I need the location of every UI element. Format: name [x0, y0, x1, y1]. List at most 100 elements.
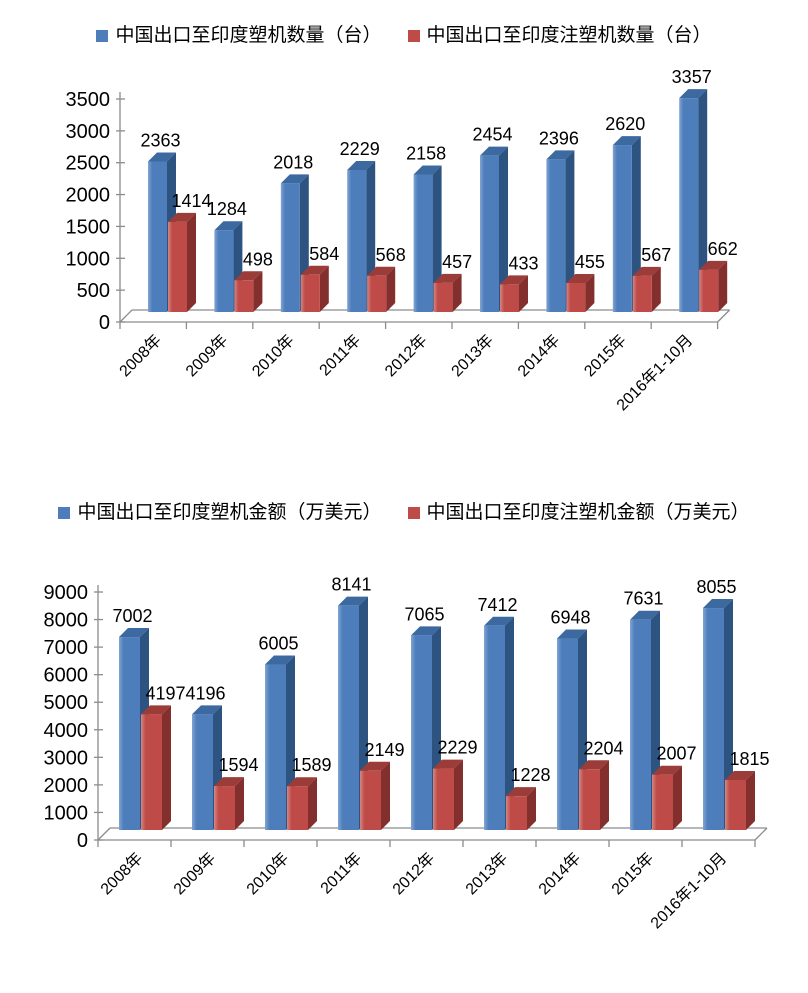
- bar-value-label: 2204: [583, 738, 623, 758]
- bar-top-face: [214, 777, 244, 787]
- bar-front-face: [632, 275, 652, 312]
- bar-value-label: 6948: [550, 608, 590, 628]
- bar-top-face: [566, 274, 595, 284]
- x-axis-category-label: 2012年: [381, 331, 430, 380]
- bar-value-label: 498: [243, 249, 273, 269]
- bar-side-face: [319, 265, 329, 312]
- legend-item-chart1-series1: 中国出口至印度塑机数量（台）: [96, 25, 382, 46]
- legend-item-chart2-series2: 中国出口至印度注塑机金额（万美元）: [407, 503, 750, 522]
- bar-top-face: [612, 136, 641, 146]
- bar-front-face: [725, 779, 746, 830]
- x-axis-category-label: 2009年: [182, 331, 231, 380]
- legend-label-chart1-series2: 中国出口至印度注塑机数量（台）: [426, 25, 712, 46]
- bar-front-face: [652, 774, 673, 830]
- bar-side-face: [585, 274, 595, 312]
- bar-value-label: 1589: [291, 755, 331, 775]
- bar-side-face: [235, 777, 244, 830]
- x-axis-category-label: 2008年: [97, 849, 146, 898]
- bar-top-face: [413, 165, 442, 175]
- x-axis-category-label: 2011年: [316, 331, 364, 379]
- bar-value-label: 2229: [340, 139, 380, 159]
- bar-value-label: 1284: [207, 199, 247, 219]
- bar-front-face: [367, 275, 387, 312]
- bar-front-face: [480, 155, 499, 312]
- x-axis-category-label: 2010年: [243, 849, 292, 898]
- bar-front-face: [546, 159, 566, 312]
- bar-value-label: 2363: [140, 130, 180, 150]
- x-axis-category-label: 2015年: [608, 849, 657, 898]
- y-axis-tick-label: 500: [77, 280, 110, 302]
- legend-item-chart2-series1: 中国出口至印度塑机金额（万美元）: [58, 503, 382, 522]
- x-axis-category-label: 2014年: [514, 331, 563, 380]
- x-axis-category-label: 2012年: [389, 849, 438, 898]
- y-axis-tick-label: 1500: [66, 216, 111, 238]
- bar-front-face: [506, 796, 527, 830]
- x-axis-category-label: 2016年1-10月: [647, 849, 730, 932]
- bar-top-face: [703, 599, 733, 609]
- y-axis-tick-label: 0: [77, 830, 88, 852]
- bar-side-face: [527, 787, 536, 830]
- bar-top-face: [347, 160, 376, 170]
- bar-top-face: [367, 266, 396, 276]
- y-axis-tick-label: 5000: [44, 692, 89, 714]
- bar-side-face: [631, 136, 641, 312]
- legend-chart1: 中国出口至印度塑机数量（台） 中国出口至印度注塑机数量（台）: [0, 26, 808, 45]
- bar-top-face: [148, 152, 176, 162]
- legend-item-chart1-series2: 中国出口至印度注塑机数量（台）: [407, 25, 712, 46]
- legend-swatch-blue-icon: [58, 506, 71, 519]
- bar-side-face: [162, 705, 171, 830]
- x-axis-category-label: 2009年: [170, 849, 219, 898]
- bar-top-face: [214, 221, 243, 231]
- bar-top-face: [234, 271, 263, 281]
- bar-top-face: [500, 275, 528, 285]
- bar-top-face: [168, 212, 196, 222]
- y-axis-tick-label: 7000: [44, 637, 89, 659]
- y-axis-tick-label: 2500: [66, 153, 111, 175]
- bar-value-label: 2396: [539, 128, 579, 148]
- bar-value-label: 4197: [145, 683, 185, 703]
- bar-front-face: [699, 269, 719, 312]
- bar-value-label: 2454: [472, 125, 512, 145]
- bar-top-face: [141, 705, 171, 715]
- bar-value-label: 584: [309, 244, 339, 264]
- bar-top-face: [546, 150, 575, 160]
- bar-value-label: 1414: [171, 191, 211, 211]
- x-axis-category-label: 2008年: [116, 331, 165, 380]
- bar-top-face: [506, 787, 536, 797]
- bar-side-face: [673, 765, 682, 830]
- bar-front-face: [214, 230, 234, 312]
- bar-front-face: [703, 608, 724, 830]
- bar-value-label: 2018: [273, 152, 313, 172]
- bar-side-face: [505, 616, 514, 830]
- bar-front-face: [500, 284, 519, 312]
- y-axis-tick-label: 9000: [44, 582, 89, 604]
- bar-value-label: 2149: [364, 740, 404, 760]
- bar-front-face: [287, 786, 308, 830]
- bar-front-face: [300, 274, 320, 312]
- bar-top-face: [699, 260, 728, 270]
- bar-top-face: [484, 616, 514, 626]
- bar-side-face: [651, 266, 661, 312]
- bar-value-label: 567: [641, 245, 671, 265]
- floor-right-edge: [717, 309, 731, 323]
- x-axis-category-label: 2013年: [448, 331, 497, 380]
- bar-top-face: [579, 760, 609, 770]
- bar-front-face: [557, 638, 578, 830]
- bar-value-label: 2229: [437, 738, 477, 758]
- bar-side-face: [308, 777, 317, 830]
- bar-side-face: [698, 89, 708, 312]
- bar-front-face: [579, 769, 600, 830]
- bar-front-face: [360, 770, 381, 830]
- bar-top-face: [119, 628, 149, 638]
- y-axis-tick-label: 0: [99, 312, 110, 334]
- bar-front-face: [566, 283, 586, 312]
- bar-value-label: 455: [575, 252, 605, 272]
- y-axis-tick-label: 1000: [44, 802, 89, 824]
- legend-label-chart1-series1: 中国出口至印度塑机数量（台）: [115, 25, 382, 46]
- bar-value-label: 4196: [185, 683, 225, 703]
- bar-side-face: [454, 759, 463, 830]
- bar-front-face: [214, 786, 235, 830]
- legend-swatch-red-icon: [407, 29, 420, 42]
- y-axis-tick-label: 3000: [44, 747, 89, 769]
